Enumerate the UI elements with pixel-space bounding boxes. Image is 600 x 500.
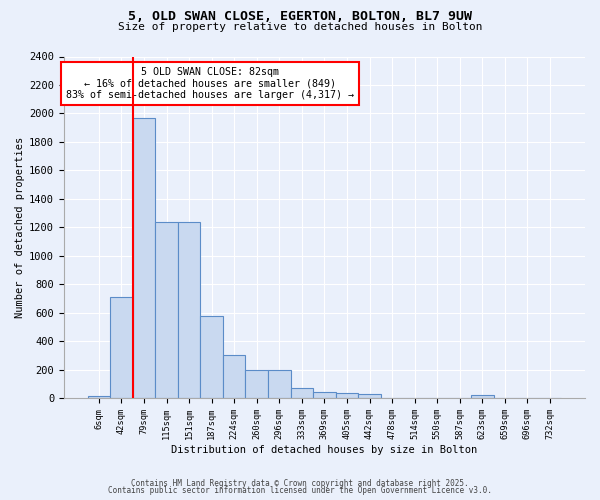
Bar: [471, 396, 494, 398]
Bar: [133, 118, 155, 398]
Bar: [110, 297, 133, 398]
Text: 5, OLD SWAN CLOSE, EGERTON, BOLTON, BL7 9UW: 5, OLD SWAN CLOSE, EGERTON, BOLTON, BL7 …: [128, 10, 472, 23]
Bar: [268, 370, 290, 398]
Bar: [223, 355, 245, 398]
Bar: [336, 393, 358, 398]
Text: Contains public sector information licensed under the Open Government Licence v3: Contains public sector information licen…: [108, 486, 492, 495]
Bar: [178, 222, 200, 398]
Bar: [245, 370, 268, 398]
X-axis label: Distribution of detached houses by size in Bolton: Distribution of detached houses by size …: [172, 445, 478, 455]
Text: Contains HM Land Registry data © Crown copyright and database right 2025.: Contains HM Land Registry data © Crown c…: [131, 478, 469, 488]
Bar: [290, 388, 313, 398]
Bar: [88, 396, 110, 398]
Text: Size of property relative to detached houses in Bolton: Size of property relative to detached ho…: [118, 22, 482, 32]
Bar: [200, 316, 223, 398]
Text: 5 OLD SWAN CLOSE: 82sqm
← 16% of detached houses are smaller (849)
83% of semi-d: 5 OLD SWAN CLOSE: 82sqm ← 16% of detache…: [66, 67, 354, 100]
Bar: [313, 392, 336, 398]
Bar: [358, 394, 381, 398]
Y-axis label: Number of detached properties: Number of detached properties: [15, 136, 25, 318]
Bar: [155, 222, 178, 398]
